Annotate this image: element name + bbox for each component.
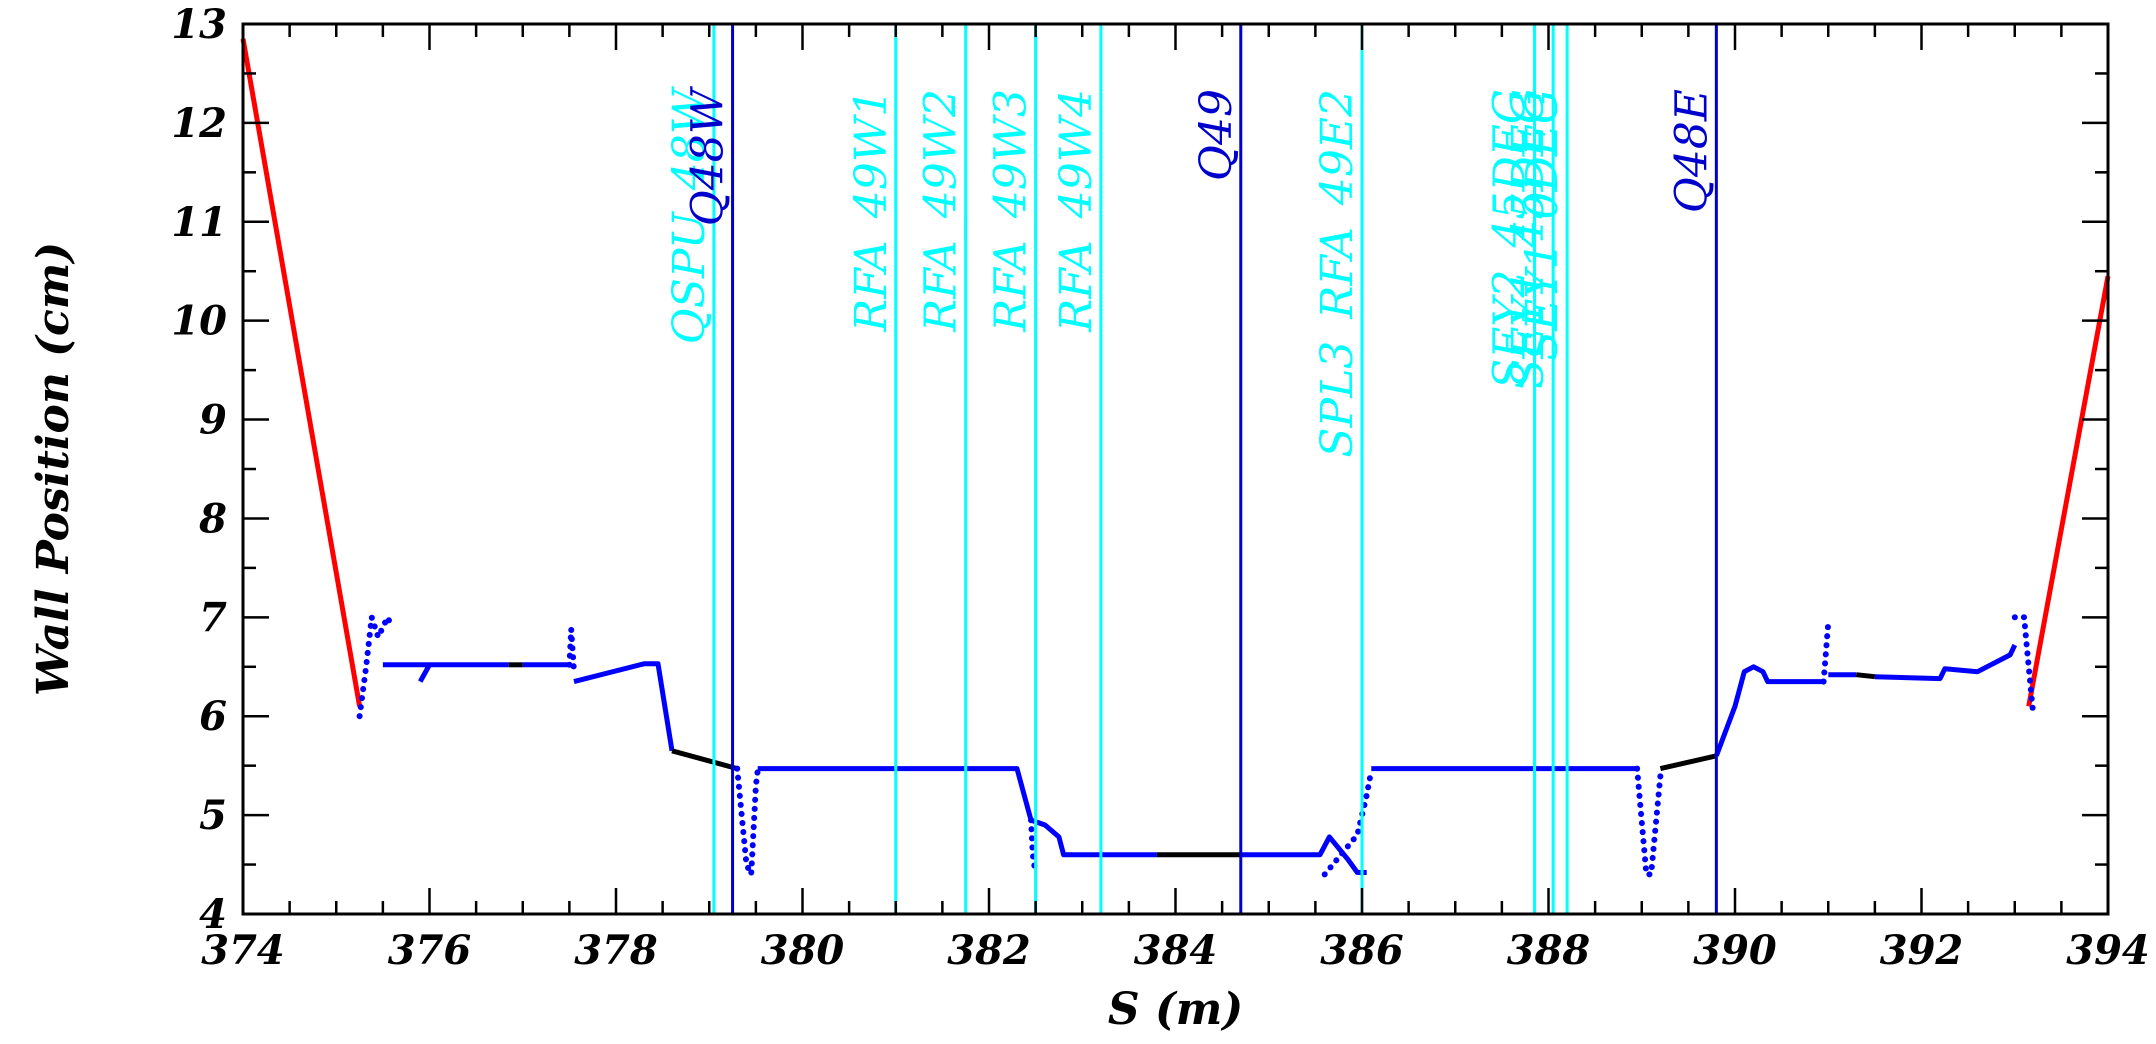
x-tick-label: 374 xyxy=(201,927,285,974)
x-tick-label: 378 xyxy=(574,927,658,974)
x-tick-label: 394 xyxy=(2066,927,2150,974)
series-blue-dotted-2 xyxy=(356,614,396,720)
series-blue-dotted-24 xyxy=(2011,614,2037,720)
marker-label-sey1_0deg: SEY1_0DEG xyxy=(1517,89,1568,361)
x-tick-label: 384 xyxy=(1134,927,1218,974)
y-tick-label: 13 xyxy=(171,1,227,48)
series-red-solid-1 xyxy=(2026,275,2111,707)
y-tick-label: 4 xyxy=(199,891,227,938)
series-blue-solid-14 xyxy=(1240,834,1367,875)
marker-label-q48e: Q48E xyxy=(1666,89,1717,213)
series-blue-solid-23 xyxy=(1874,643,2018,682)
series-blue-solid-11 xyxy=(757,766,1157,858)
y-tick-label: 8 xyxy=(198,495,227,542)
marker-label-sey2_45deg: SEY2_45DEG xyxy=(1485,89,1536,389)
x-tick-label: 386 xyxy=(1320,927,1404,974)
marker-label-sey1_45deg: SEY1_45DEG xyxy=(1503,89,1554,389)
x-tick-label: 376 xyxy=(388,927,472,974)
y-tick-label: 12 xyxy=(171,100,227,147)
series-blue-dotted-10 xyxy=(734,765,761,878)
marker-label-rfa_49w4: RFA_49W4 xyxy=(1051,89,1102,333)
y-tick-label: 7 xyxy=(199,594,227,641)
marker-label-qspu_48w: QSPU_48W xyxy=(664,85,715,344)
marker-label-rfa_49w3: RFA_49W3 xyxy=(986,89,1037,333)
series-black-solid-18 xyxy=(1659,753,1717,772)
plot-frame xyxy=(241,22,2110,916)
marker-label-spl3_rfa_49e2: SPL3_RFA_49E2 xyxy=(1312,89,1363,458)
x-axis-title: S (m) xyxy=(1108,984,1243,1035)
marker-label-rfa_49w1: RFA_49W1 xyxy=(846,89,897,333)
series-black-solid-9 xyxy=(671,748,738,772)
y-tick-label: 5 xyxy=(199,792,227,839)
x-tick-label: 388 xyxy=(1507,927,1591,974)
x-tick-label: 380 xyxy=(761,927,845,974)
series-blue-dotted-20 xyxy=(1820,619,1832,685)
marker-label-rfa_49w2: RFA_49W2 xyxy=(916,89,967,333)
y-tick-label: 10 xyxy=(171,298,227,345)
data-series-layer xyxy=(240,38,2111,878)
axis-ticks-layer: 374 376 378 380 382 384 386 388 390 392 394 4 5 6 7 8 9 1… xyxy=(171,1,2149,974)
series-blue-solid-4 xyxy=(418,663,432,683)
y-tick-label: 11 xyxy=(171,199,227,246)
series-black-solid-22 xyxy=(1855,672,1876,680)
marker-label-q48w: Q48W xyxy=(683,85,734,226)
y-axis-title: Wall Position (cm) xyxy=(28,242,79,696)
x-tick-label: 382 xyxy=(947,927,1031,974)
x-tick-label: 390 xyxy=(1693,927,1777,974)
y-tick-label: 9 xyxy=(199,397,227,444)
series-blue-dotted-7 xyxy=(566,626,577,675)
series-blue-solid-19 xyxy=(1714,664,1824,757)
series-blue-dotted-17 xyxy=(1634,765,1664,878)
series-blue-solid-8 xyxy=(573,661,675,752)
series-red-solid-0 xyxy=(240,38,363,707)
marker-label-q49: Q49 xyxy=(1191,89,1242,181)
y-tick-label: 6 xyxy=(199,693,227,740)
x-tick-label: 392 xyxy=(1880,927,1964,974)
